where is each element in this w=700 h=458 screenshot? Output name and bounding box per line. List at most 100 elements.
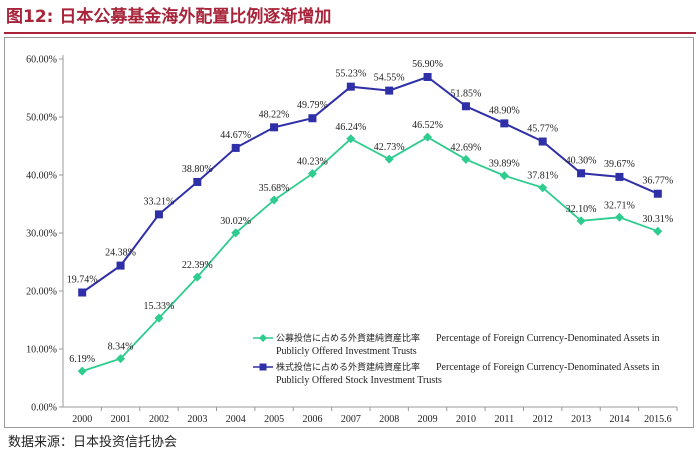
series-2-data-label: 55.23% bbox=[335, 69, 366, 80]
series-2-data-label: 36.77% bbox=[642, 176, 673, 187]
series-2-marker bbox=[653, 189, 662, 198]
legend-label-series-1-en-2: Publicly Offered Investment Trusts bbox=[276, 346, 417, 357]
y-tick-label: 0.00% bbox=[31, 403, 57, 414]
series-2-data-label: 39.67% bbox=[604, 159, 635, 170]
series-2-marker bbox=[385, 86, 394, 95]
series-1-marker bbox=[614, 212, 624, 222]
series-1-marker bbox=[346, 134, 356, 144]
legend: 公募投信に占める外貨建純資産比率 Percentage of Foreign C… bbox=[253, 332, 660, 386]
y-tick-label: 30.00% bbox=[26, 229, 57, 240]
series-1-data-label: 37.81% bbox=[527, 171, 558, 182]
legend-label-series-2: 株式投信に占める外貨建純資産比率 bbox=[276, 361, 420, 373]
series-1-data-label: 42.69% bbox=[451, 142, 482, 153]
series-1-marker bbox=[307, 169, 317, 179]
line-chart: 0.00% 10.00% 20.00% 30.00% 40.00% 50.00% 60.00… bbox=[26, 55, 678, 425]
series-2-marker bbox=[270, 123, 279, 132]
y-tick-label: 20.00% bbox=[26, 287, 57, 298]
series-2-data-label: 38.80% bbox=[182, 164, 213, 175]
series-1-marker bbox=[538, 183, 548, 193]
x-tick-label: 2003 bbox=[187, 414, 207, 425]
series-2-marker bbox=[193, 177, 202, 186]
series-1-marker bbox=[192, 272, 202, 282]
x-tick-label: 2014 bbox=[609, 414, 629, 425]
series-1-data-label: 42.73% bbox=[374, 142, 405, 153]
series-1-marker bbox=[269, 195, 279, 205]
series-1-marker bbox=[423, 132, 433, 142]
legend-label-series-1-en: Percentage of Foreign Currency-Denominat… bbox=[436, 333, 660, 344]
series-1-data-label: 6.19% bbox=[69, 354, 95, 365]
series-line-1 bbox=[81, 136, 659, 372]
series-2-marker bbox=[116, 261, 125, 270]
series-2-data-label: 40.30% bbox=[566, 155, 597, 166]
series-1-marker bbox=[231, 228, 241, 238]
series-2-data-label: 44.67% bbox=[220, 130, 251, 141]
y-tick-label: 50.00% bbox=[26, 113, 57, 124]
x-tick-label: 2009 bbox=[418, 414, 438, 425]
series-2-marker bbox=[423, 72, 432, 81]
x-tick-label: 2011 bbox=[494, 414, 514, 425]
x-tick-label: 2001 bbox=[111, 414, 131, 425]
legend-label-series-2-en: Percentage of Foreign Currency-Denominat… bbox=[436, 362, 660, 373]
series-2-data-label: 19.74% bbox=[67, 275, 98, 286]
chart-frame: 0.00% 10.00% 20.00% 30.00% 40.00% 50.00% 60.00… bbox=[4, 37, 694, 428]
series-1-marker bbox=[461, 154, 471, 164]
series-2-data-label: 24.38% bbox=[105, 248, 136, 259]
axes: 0.00% 10.00% 20.00% 30.00% 40.00% 50.00% 60.00… bbox=[26, 55, 678, 425]
series-1-data-label: 30.02% bbox=[220, 216, 251, 227]
series-2-data-label: 54.55% bbox=[374, 73, 405, 84]
series-1-marker bbox=[116, 354, 126, 364]
series-markers bbox=[77, 72, 663, 376]
figure-title: 图12: 日本公募基金海外配置比例逐渐增加 bbox=[6, 7, 332, 27]
series-2-data-label: 56.90% bbox=[412, 59, 443, 70]
series-1-marker bbox=[653, 226, 663, 236]
series-1-data-label: 46.24% bbox=[335, 122, 366, 133]
series-1-data-label: 32.10% bbox=[566, 204, 597, 215]
series-2-marker bbox=[346, 82, 355, 91]
series-2-marker bbox=[500, 119, 509, 128]
x-tick-label: 2004 bbox=[226, 414, 246, 425]
series-1-marker bbox=[77, 366, 87, 376]
series-1-data-label: 22.39% bbox=[182, 260, 213, 271]
x-tick-label: 2006 bbox=[302, 414, 322, 425]
figure-source: 数据来源：日本投资信托协会 bbox=[8, 435, 178, 450]
series-2-marker bbox=[308, 114, 317, 123]
series-1-marker bbox=[154, 313, 164, 323]
series-1-data-label: 32.71% bbox=[604, 200, 635, 211]
series-2-data-label: 33.21% bbox=[144, 196, 175, 207]
series-2-data-label: 48.22% bbox=[259, 109, 290, 120]
series-1-data-label: 35.68% bbox=[259, 183, 290, 194]
series-2-marker bbox=[461, 102, 470, 111]
y-tick-label: 60.00% bbox=[26, 55, 57, 66]
series-2-marker bbox=[538, 137, 547, 146]
legend-label-series-1: 公募投信に占める外貨建純資産比率 bbox=[276, 332, 420, 344]
series-1-data-label: 39.89% bbox=[489, 159, 520, 170]
series-1-data-label: 15.33% bbox=[144, 301, 175, 312]
series-line-2 bbox=[81, 75, 659, 294]
series-2-data-label: 45.77% bbox=[527, 124, 558, 135]
x-tick-label: 2000 bbox=[72, 414, 92, 425]
legend-marker-series-1 bbox=[259, 334, 267, 342]
y-tick-label: 40.00% bbox=[26, 171, 57, 182]
series-2-marker bbox=[615, 172, 624, 181]
title-divider bbox=[4, 32, 696, 34]
data-labels: 6.19% 8.34% 15.33% 22.39% 30.02% 35.68% 40.23%… bbox=[67, 59, 673, 365]
series-1-data-label: 46.52% bbox=[412, 120, 443, 131]
series-1-data-label: 8.34% bbox=[108, 342, 134, 353]
x-tick-label: 2010 bbox=[456, 414, 476, 425]
legend-label-series-2-en-2: Publicly Offered Stock Investment Trusts bbox=[276, 375, 442, 386]
series-1-data-label: 30.31% bbox=[642, 214, 673, 225]
x-tick-label: 2012 bbox=[533, 414, 553, 425]
series-2-data-label: 51.85% bbox=[451, 88, 482, 99]
x-tick-label: 2005 bbox=[264, 414, 284, 425]
series-lines bbox=[81, 75, 659, 372]
series-1-marker bbox=[576, 216, 586, 226]
legend-marker-series-2 bbox=[259, 363, 267, 371]
x-tick-label: 2007 bbox=[341, 414, 361, 425]
series-2-marker bbox=[231, 143, 240, 152]
x-tick-label: 2008 bbox=[379, 414, 399, 425]
series-2-data-label: 49.79% bbox=[297, 100, 328, 111]
x-tick-label: 2013 bbox=[571, 414, 591, 425]
series-1-marker bbox=[384, 154, 394, 164]
series-2-marker bbox=[154, 210, 163, 219]
series-2-data-label: 48.90% bbox=[489, 105, 520, 116]
